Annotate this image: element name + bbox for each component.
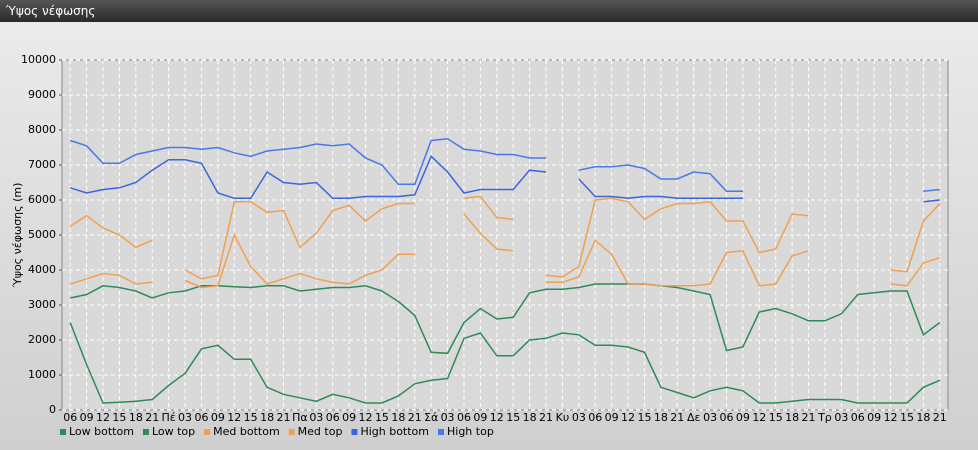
x-tick-label: 18	[129, 411, 143, 424]
legend-swatch	[351, 429, 358, 435]
x-tick-label: Κυ	[556, 411, 570, 424]
x-tick-label: 15	[375, 411, 389, 424]
y-tick-label: 9000	[28, 88, 56, 101]
series-line	[69, 322, 941, 404]
x-tick-label: 09	[867, 411, 881, 424]
x-tick-label: Δε	[687, 411, 701, 424]
legend-label: Med bottom	[213, 425, 280, 438]
x-tick-label: 03	[178, 411, 192, 424]
x-tick-label: 18	[391, 411, 405, 424]
legend-label: Low top	[152, 425, 195, 438]
y-tick-label: 10000	[21, 53, 56, 66]
x-tick-label: 09	[605, 411, 619, 424]
legend-swatch	[204, 429, 211, 435]
legend-swatch	[60, 429, 66, 435]
x-tick-label: 15	[637, 411, 651, 424]
series-line	[69, 155, 940, 203]
x-tick-label: 12	[490, 411, 504, 424]
x-tick-label: 21	[277, 411, 291, 424]
x-tick-label: 18	[916, 411, 930, 424]
y-axis-title: Ύψος νέφωσης (m)	[11, 183, 24, 289]
x-tick-label: 18	[523, 411, 537, 424]
x-tick-label: 06	[720, 411, 734, 424]
x-tick-label: 15	[506, 411, 520, 424]
x-tick-label: 09	[211, 411, 225, 424]
x-tick-label: 03	[572, 411, 586, 424]
y-tick-label: 1000	[28, 368, 56, 381]
x-tick-label: 12	[227, 411, 241, 424]
series-line	[69, 213, 941, 289]
legend-swatch	[438, 429, 444, 435]
y-tick-label: 5000	[28, 228, 56, 241]
legend-label: High top	[447, 425, 494, 438]
y-tick-label: 6000	[28, 193, 56, 206]
x-tick-label: 18	[260, 411, 274, 424]
y-tick-label: 7000	[28, 158, 56, 171]
y-tick-label: 3000	[28, 298, 56, 311]
x-tick-label: 15	[769, 411, 783, 424]
x-tick-label: 06	[851, 411, 865, 424]
title-bar: Ύψος νέφωσης	[0, 0, 978, 22]
x-tick-label: 06	[326, 411, 340, 424]
x-tick-label: 15	[112, 411, 126, 424]
x-tick-label: 09	[736, 411, 750, 424]
x-tick-label: Σά	[424, 411, 438, 424]
x-tick-label: 09	[473, 411, 487, 424]
x-tick-label: 12	[752, 411, 766, 424]
x-tick-label: 12	[96, 411, 110, 424]
x-tick-label: 03	[834, 411, 848, 424]
y-tick-label: 4000	[28, 263, 56, 276]
x-tick-label: 15	[244, 411, 258, 424]
series-line	[69, 195, 941, 280]
x-tick-label: 03	[441, 411, 455, 424]
x-tick-label: 12	[884, 411, 898, 424]
x-tick-label: 03	[703, 411, 717, 424]
x-tick-label: Τρ	[817, 411, 832, 424]
x-tick-label: 06	[588, 411, 602, 424]
legend-label: Low bottom	[69, 425, 134, 438]
y-tick-label: 0	[49, 403, 56, 416]
series-line	[69, 138, 940, 193]
x-tick-label: 18	[785, 411, 799, 424]
x-tick-label: 09	[80, 411, 94, 424]
x-tick-label: 09	[342, 411, 356, 424]
legend-label: High bottom	[360, 425, 429, 438]
x-tick-label: 21	[933, 411, 947, 424]
x-tick-label: 21	[670, 411, 684, 424]
x-tick-label: 03	[309, 411, 323, 424]
x-tick-label: 12	[359, 411, 373, 424]
x-tick-label: 21	[408, 411, 422, 424]
legend-swatch	[142, 429, 149, 435]
y-tick-label: 2000	[28, 333, 56, 346]
x-tick-label: 06	[63, 411, 77, 424]
x-tick-label: 21	[802, 411, 816, 424]
x-tick-label: 06	[194, 411, 208, 424]
x-tick-label: 21	[539, 411, 553, 424]
x-tick-label: 15	[900, 411, 914, 424]
x-tick-label: 21	[145, 411, 159, 424]
x-tick-label: Πέ	[162, 411, 176, 424]
chart: Ύψος νέφωσης (m) 0 1000 2000 3000 4000 5000 60…	[11, 53, 949, 438]
x-tick-label: Πα	[292, 411, 308, 424]
legend-label: Med top	[298, 425, 343, 438]
y-tick-label: 8000	[28, 123, 56, 136]
x-tick-label: 06	[457, 411, 471, 424]
legend-swatch	[288, 429, 295, 435]
x-tick-label: 18	[654, 411, 668, 424]
x-tick-label: 12	[621, 411, 635, 424]
